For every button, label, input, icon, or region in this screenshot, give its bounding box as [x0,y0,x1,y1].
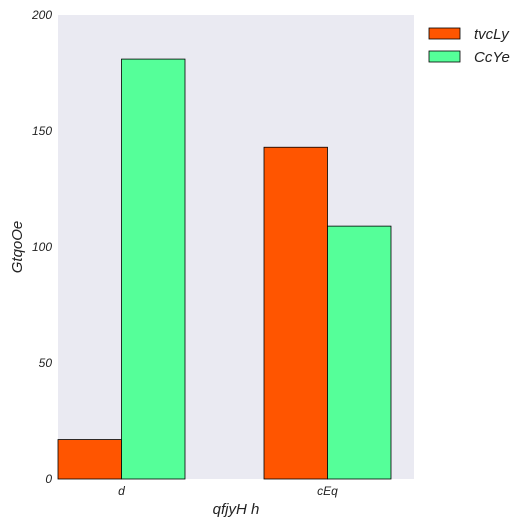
x-axis-title: qfjyH h [213,501,260,518]
legend-label-tvcLy: tvcLy [474,26,510,43]
legend-swatch-CcYe [428,50,461,63]
legend-label-CcYe: CcYe [474,49,510,66]
y-axis-title: GtqoOe [9,221,26,274]
bar-tvcLy-cEq [263,146,328,480]
legend: tvcLy CcYe [428,26,510,66]
y-tick-label: 50 [39,356,53,370]
legend-swatch-tvcLy [428,27,461,40]
y-axis-ticks: 0 50 100 150 200 [31,8,52,486]
x-axis-ticks: d cEq [118,484,338,498]
y-tick-label: 0 [45,472,52,486]
bar-CcYe-d [121,58,186,480]
bar-CcYe-cEq [327,225,392,480]
y-tick-label: 200 [31,8,52,22]
y-tick-label: 100 [32,240,52,254]
bar-tvcLy-d [57,439,122,480]
bars-group [57,58,392,480]
x-tick-label: cEq [317,484,338,498]
y-tick-label: 150 [32,124,52,138]
x-tick-label: d [118,484,125,498]
